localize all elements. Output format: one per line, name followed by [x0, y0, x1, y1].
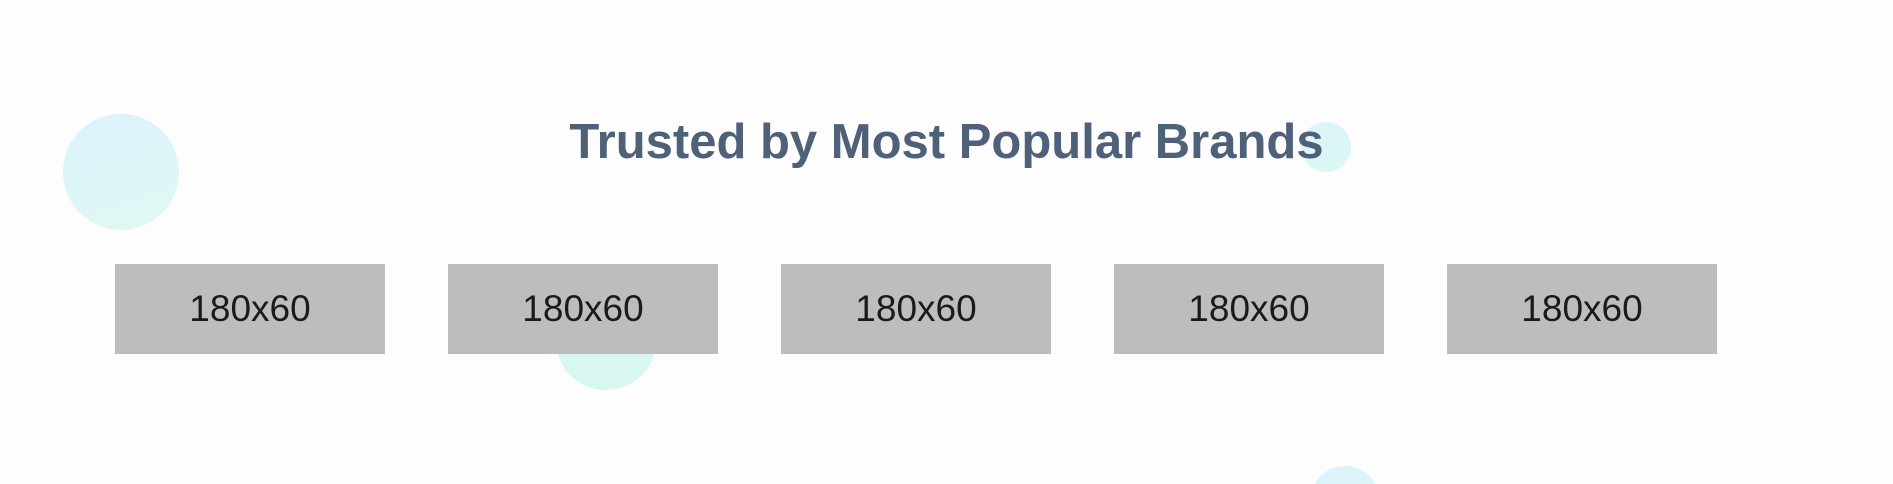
- brand-logo-label: 180x60: [189, 288, 311, 329]
- brand-logo-label: 180x60: [1521, 288, 1643, 329]
- brand-logo-placeholder[interactable]: 180x60: [1447, 264, 1717, 354]
- decorative-bubble: [1310, 466, 1380, 484]
- decorative-bubble: [63, 114, 179, 230]
- brand-logo-label: 180x60: [855, 288, 977, 329]
- section-title: Trusted by Most Popular Brands: [569, 115, 1324, 169]
- brand-logo-placeholder[interactable]: 180x60: [448, 264, 718, 354]
- brand-logo-label: 180x60: [1188, 288, 1310, 329]
- brand-logo-row: 180x60 180x60 180x60 180x60 180x60: [115, 264, 1717, 354]
- brand-logo-placeholder[interactable]: 180x60: [1114, 264, 1384, 354]
- decorative-bubble: [1301, 122, 1351, 172]
- brand-logo-placeholder[interactable]: 180x60: [115, 264, 385, 354]
- brand-logo-label: 180x60: [522, 288, 644, 329]
- brand-logo-placeholder[interactable]: 180x60: [781, 264, 1051, 354]
